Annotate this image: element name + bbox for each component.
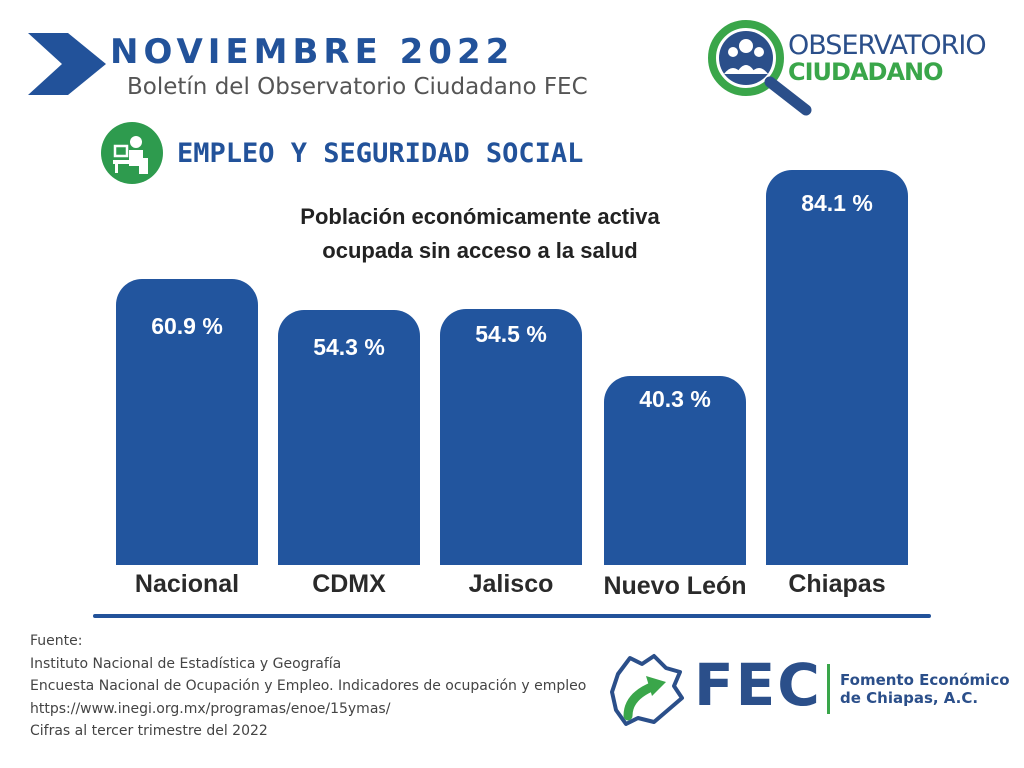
chevron-arrow-icon xyxy=(28,33,106,95)
divider-line xyxy=(93,614,931,618)
bar-value-label: 54.3 % xyxy=(313,334,385,360)
fec-name-line-1: Fomento Económico xyxy=(840,671,1010,689)
bar-chiapas xyxy=(766,170,908,565)
bar-jalisco xyxy=(440,309,582,565)
chart-title-line-1: Población económicamente activa xyxy=(300,204,660,229)
category-label: CDMX xyxy=(312,570,386,598)
observatorio-word: OBSERVATORIO xyxy=(788,30,987,61)
fec-acronym: FEC xyxy=(694,651,822,719)
fec-separator xyxy=(827,664,830,714)
fec-name-line-2: de Chiapas, A.C. xyxy=(840,689,979,707)
source-line: Instituto Nacional de Estadística y Geog… xyxy=(30,655,342,672)
magnifier-people-icon xyxy=(708,20,812,116)
ciudadano-word: CIUDADANO xyxy=(788,58,944,86)
bar-value-label: 60.9 % xyxy=(151,313,223,339)
bar-cdmx xyxy=(278,310,420,565)
fec-logo: FEC Fomento Económico de Chiapas, A.C. xyxy=(608,652,1018,727)
chiapas-map-arrow-icon xyxy=(610,654,684,726)
worker-desk-icon xyxy=(101,122,163,184)
source-line: Encuesta Nacional de Ocupación y Empleo.… xyxy=(30,678,587,694)
bar-value-label: 40.3 % xyxy=(639,386,711,412)
fec-full-name: Fomento Económico de Chiapas, A.C. xyxy=(840,671,1010,707)
bulletin-month: NOVIEMBRE 2022 xyxy=(110,32,515,72)
observatorio-logo: OBSERVATORIO CIUDADANO xyxy=(706,18,1006,118)
category-label: Jalisco xyxy=(468,570,554,598)
bar-nacional xyxy=(116,279,258,565)
section-title: EMPLEO Y SEGURIDAD SOCIAL xyxy=(177,138,584,169)
source-line: Cifras al tercer trimestre del 2022 xyxy=(30,723,268,739)
chart-title-line-2: ocupada sin acceso a la salud xyxy=(322,238,638,263)
bar-value-label: 54.5 % xyxy=(475,321,547,347)
source-line: https://www.inegi.org.mx/programas/enoe/… xyxy=(30,700,391,717)
bulletin-subtitle: Boletín del Observatorio Ciudadano FEC xyxy=(127,74,588,100)
bar-value-label: 84.1 % xyxy=(801,190,873,216)
category-label: Nuevo León xyxy=(603,572,747,600)
category-label: Nacional xyxy=(134,570,240,598)
chart-title: Población económicamente activa ocupada … xyxy=(220,200,740,268)
source-notes: Fuente: Instituto Nacional de Estadístic… xyxy=(30,630,586,743)
bar-nuevo-león xyxy=(604,376,746,565)
category-label: Chiapas xyxy=(788,570,886,598)
source-line: Fuente: xyxy=(30,633,83,649)
